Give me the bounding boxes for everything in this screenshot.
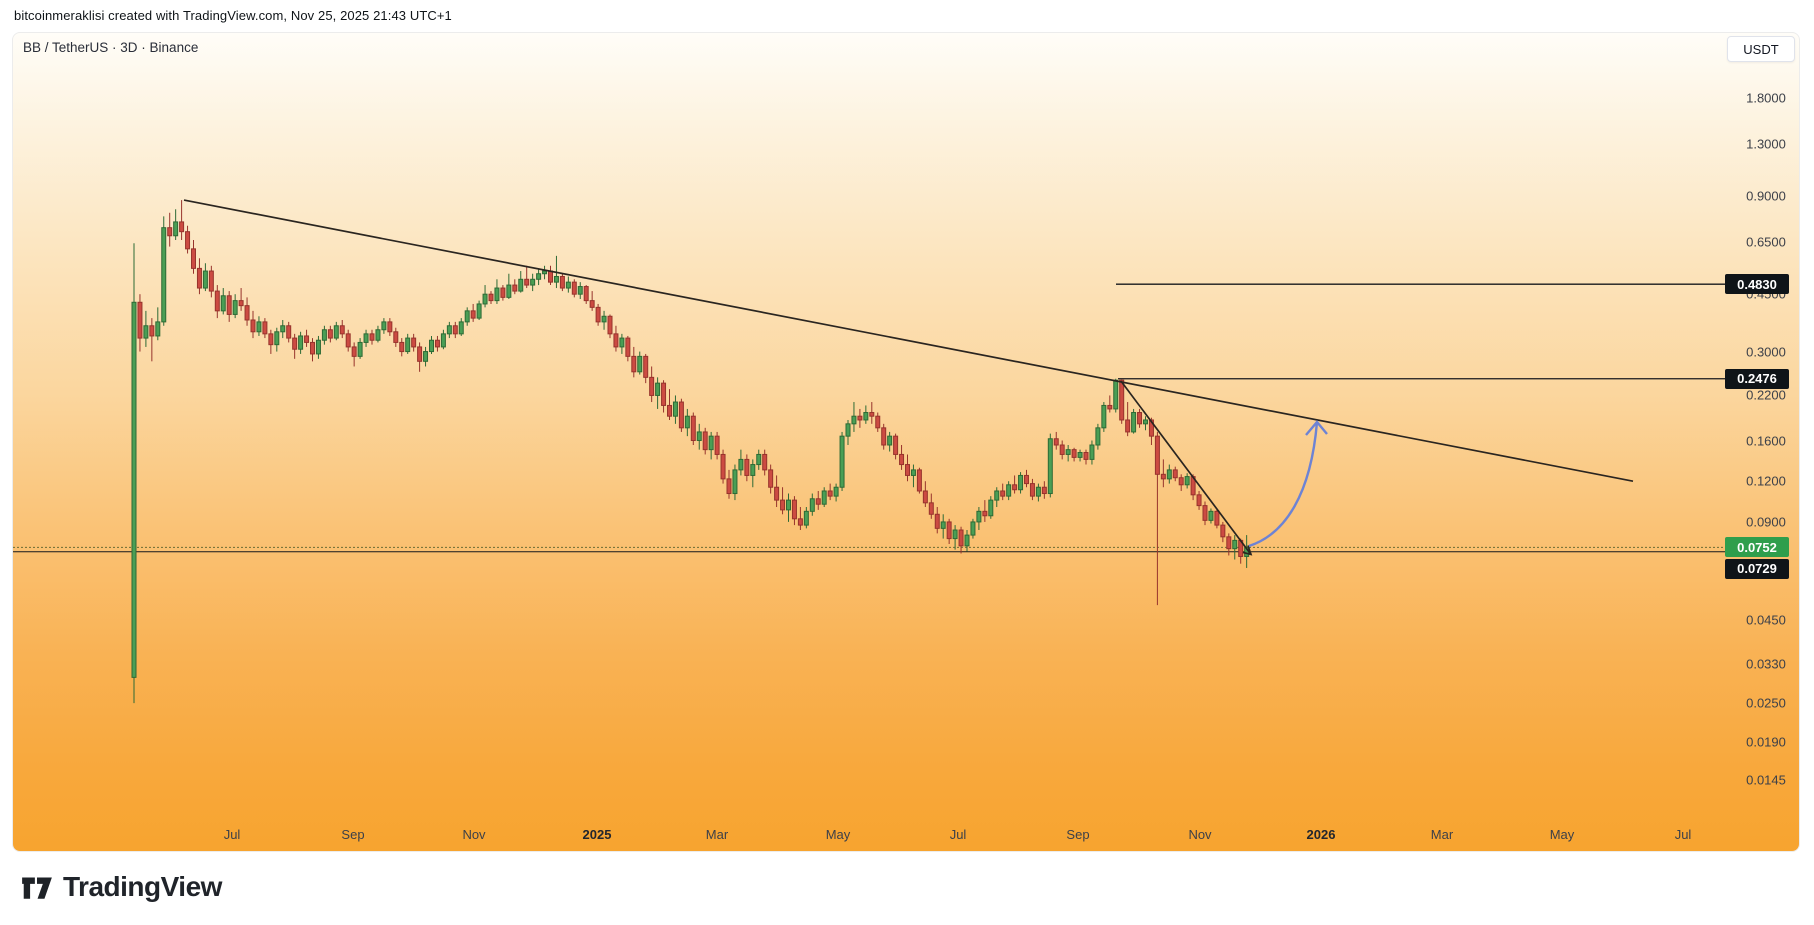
price-label-0.4830: 0.4830 [1725,274,1789,295]
price-tick-1.8000: 1.8000 [1746,90,1786,106]
price-tick-0.1200: 0.1200 [1746,473,1786,489]
price-tick-0.6500: 0.6500 [1746,234,1786,250]
price-tick-0.2200: 0.2200 [1746,387,1786,403]
time-tick-May: May [1549,827,1575,842]
price-label-0.0752: 0.0752 [1725,537,1789,558]
tradingview-wordmark: TradingView [63,871,222,902]
candlestick-series [131,200,1250,704]
chart-area[interactable]: BB / TetherUS · 3D · Binance USDT 1.8000… [12,32,1800,852]
time-tick-Nov: Nov [1188,827,1212,842]
time-tick-Jul: Jul [223,827,241,842]
price-tick-1.3000: 1.3000 [1746,136,1786,152]
projection-arrow [1248,421,1319,548]
tradingview-logo-icon [22,877,52,899]
time-tick-Nov: Nov [462,827,486,842]
candlestick-chart-canvas[interactable] [13,33,1800,852]
price-tick-0.9000: 0.9000 [1746,188,1786,204]
time-tick-Jul: Jul [949,827,967,842]
time-tick-2026: 2026 [1306,827,1336,842]
time-tick-2025: 2025 [582,827,612,842]
time-tick-Mar: Mar [1430,827,1454,842]
price-tick-0.0190: 0.0190 [1746,734,1786,750]
trendline-arrowhead-icon [1242,545,1253,556]
price-tick-0.3000: 0.3000 [1746,344,1786,360]
tradingview-logo[interactable]: TradingView [20,870,222,904]
price-label-0.2476: 0.2476 [1725,368,1789,389]
currency-toggle-button[interactable]: USDT [1727,36,1795,62]
projection-arrowhead-icon [1305,420,1328,436]
time-tick-Sep: Sep [341,827,365,842]
time-tick-Sep: Sep [1066,827,1090,842]
price-tick-0.0330: 0.0330 [1746,656,1786,672]
time-tick-Mar: Mar [705,827,729,842]
time-tick-May: May [825,827,851,842]
attribution-text: bitcoinmeraklisi created with TradingVie… [14,8,452,23]
descending-trendline [183,199,1634,483]
price-tick-0.1600: 0.1600 [1746,433,1786,448]
price-tick-0.0145: 0.0145 [1746,772,1786,788]
steep-breakdown-trendline [1120,380,1252,555]
price-label-0.0729: 0.0729 [1725,558,1789,579]
price-tick-0.0250: 0.0250 [1746,695,1786,711]
time-tick-Jul: Jul [1674,827,1692,842]
price-tick-0.0900: 0.0900 [1746,514,1786,530]
price-tick-0.0450: 0.0450 [1746,612,1786,628]
symbol-title: BB / TetherUS · 3D · Binance [23,40,199,55]
